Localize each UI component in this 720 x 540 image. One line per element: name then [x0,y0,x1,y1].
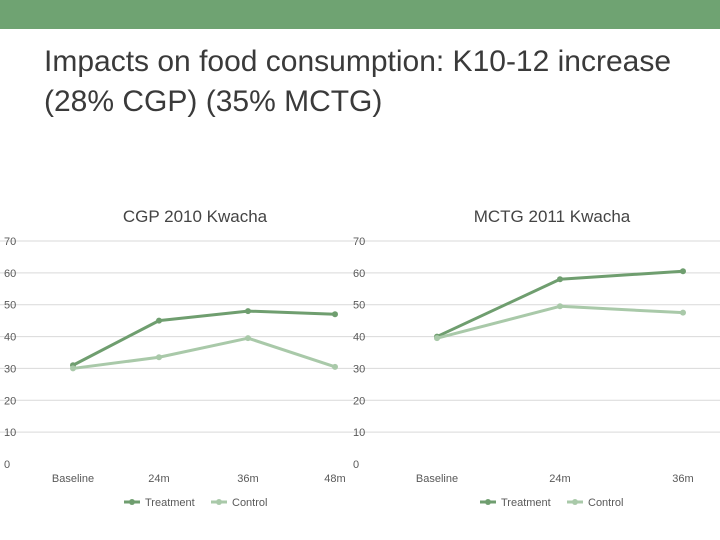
y-tick-label: 20 [4,395,16,407]
series-line-control [436,304,684,340]
y-tick-label: 30 [353,363,365,375]
y-tick-label: 20 [353,395,365,407]
data-point-treatment [680,268,686,275]
legend-marker-control [572,499,578,505]
y-tick-label: 50 [353,300,365,312]
y-tick-label: 40 [4,332,16,344]
y-tick-label: 50 [4,300,16,312]
y-tick-label: 0 [353,459,359,471]
x-tick-label: 48m [324,473,345,485]
chart-title: CGP 2010 Kwacha [123,207,268,226]
y-tick-label: 70 [353,236,365,248]
data-point-treatment [332,311,338,318]
y-tick-label: 40 [353,332,365,344]
data-point-control [156,354,162,361]
y-tick-label: 70 [4,236,16,248]
x-tick-label: 36m [672,473,693,485]
y-tick-label: 60 [4,268,16,280]
data-point-control [557,303,563,310]
chart-2: MCTG 2011 Kwacha 0 10 20 30 40 50 60 70 Baseline 2… [353,207,720,509]
y-tick-label: 30 [4,363,16,375]
legend-marker-treatment [485,499,491,505]
legend-label-treatment: Treatment [501,497,551,509]
chart-1: CGP 2010 Kwacha 0 10 20 30 40 50 60 70 Baseline 24… [0,207,355,509]
legend-marker-treatment [129,499,135,505]
data-point-treatment [245,308,251,315]
x-tick-label: 24m [549,473,570,485]
data-point-control [70,365,76,372]
data-point-control [680,309,686,316]
data-point-treatment [557,276,563,283]
x-tick-label: Baseline [52,473,94,485]
legend-label-treatment: Treatment [145,497,195,509]
data-point-control [245,335,251,342]
y-tick-label: 0 [4,459,10,471]
x-tick-label: 36m [237,473,258,485]
y-tick-label: 10 [353,427,365,439]
chart-title: MCTG 2011 Kwacha [474,207,631,226]
data-point-treatment [156,317,162,324]
legend-marker-control [216,499,222,505]
slide-title: Impacts on food consumption: K10-12 incr… [44,45,672,118]
series-line-treatment [72,309,336,367]
top-accent-bar [0,0,720,29]
legend-label-control: Control [232,497,267,509]
legend-label-control: Control [588,497,623,509]
y-tick-label: 60 [353,268,365,280]
y-tick-label: 10 [4,427,16,439]
x-tick-label: 24m [148,473,169,485]
x-tick-label: Baseline [416,473,458,485]
data-point-control [332,363,338,370]
data-point-control [434,335,440,342]
series-line-control [72,336,336,370]
